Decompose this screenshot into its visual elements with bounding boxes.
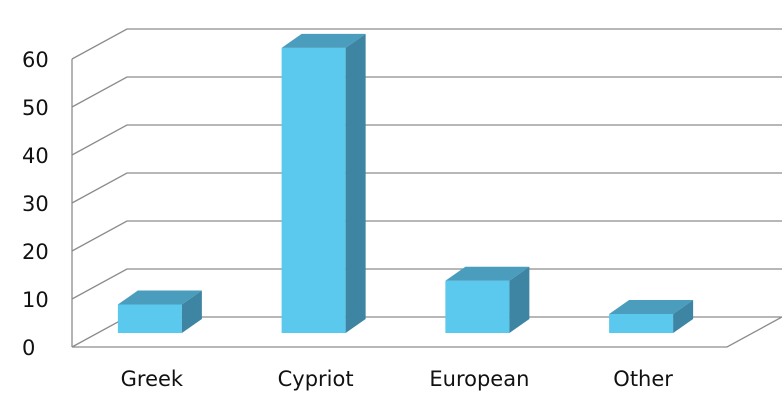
y-tick-label: 10: [22, 288, 49, 312]
bar-top: [117, 290, 202, 305]
x-category-label: Other: [613, 367, 673, 391]
bar-front: [609, 313, 674, 333]
gridline: [71, 76, 782, 108]
y-tick-label: 30: [22, 192, 49, 216]
y-tick-label: 20: [22, 240, 49, 264]
bar-side: [345, 33, 366, 333]
y-tick-label: 60: [22, 48, 49, 72]
grid-layer: [71, 28, 782, 348]
x-axis-categories: Greek Cypriot European Other: [121, 367, 674, 391]
y-tick-label: 50: [22, 96, 49, 120]
bar-front: [445, 280, 510, 333]
y-axis-ticks: 0 10 20 30 40 50 60: [22, 48, 49, 360]
y-tick-label: 40: [22, 144, 49, 168]
bar-front: [281, 47, 346, 333]
bar-top: [281, 33, 366, 48]
bars-layer: [117, 33, 694, 333]
bar-side: [673, 299, 694, 333]
bar-side: [509, 266, 530, 333]
gridline: [71, 28, 782, 60]
bar-front: [117, 304, 182, 333]
bar-other: [609, 299, 694, 333]
bar-top: [609, 299, 694, 314]
x-category-label: Cypriot: [278, 367, 354, 391]
x-category-label: European: [429, 367, 529, 391]
gridline: [71, 124, 782, 156]
x-category-label: Greek: [121, 367, 184, 391]
y-tick-label: 0: [22, 336, 35, 360]
bar-greek: [117, 290, 202, 333]
bar-cypriot: [281, 33, 366, 333]
bar-european: [445, 266, 530, 333]
gridline: [71, 220, 782, 252]
gridline: [71, 172, 782, 204]
bar-top: [445, 266, 530, 281]
bar-side: [181, 290, 202, 333]
gridline: [71, 268, 782, 300]
